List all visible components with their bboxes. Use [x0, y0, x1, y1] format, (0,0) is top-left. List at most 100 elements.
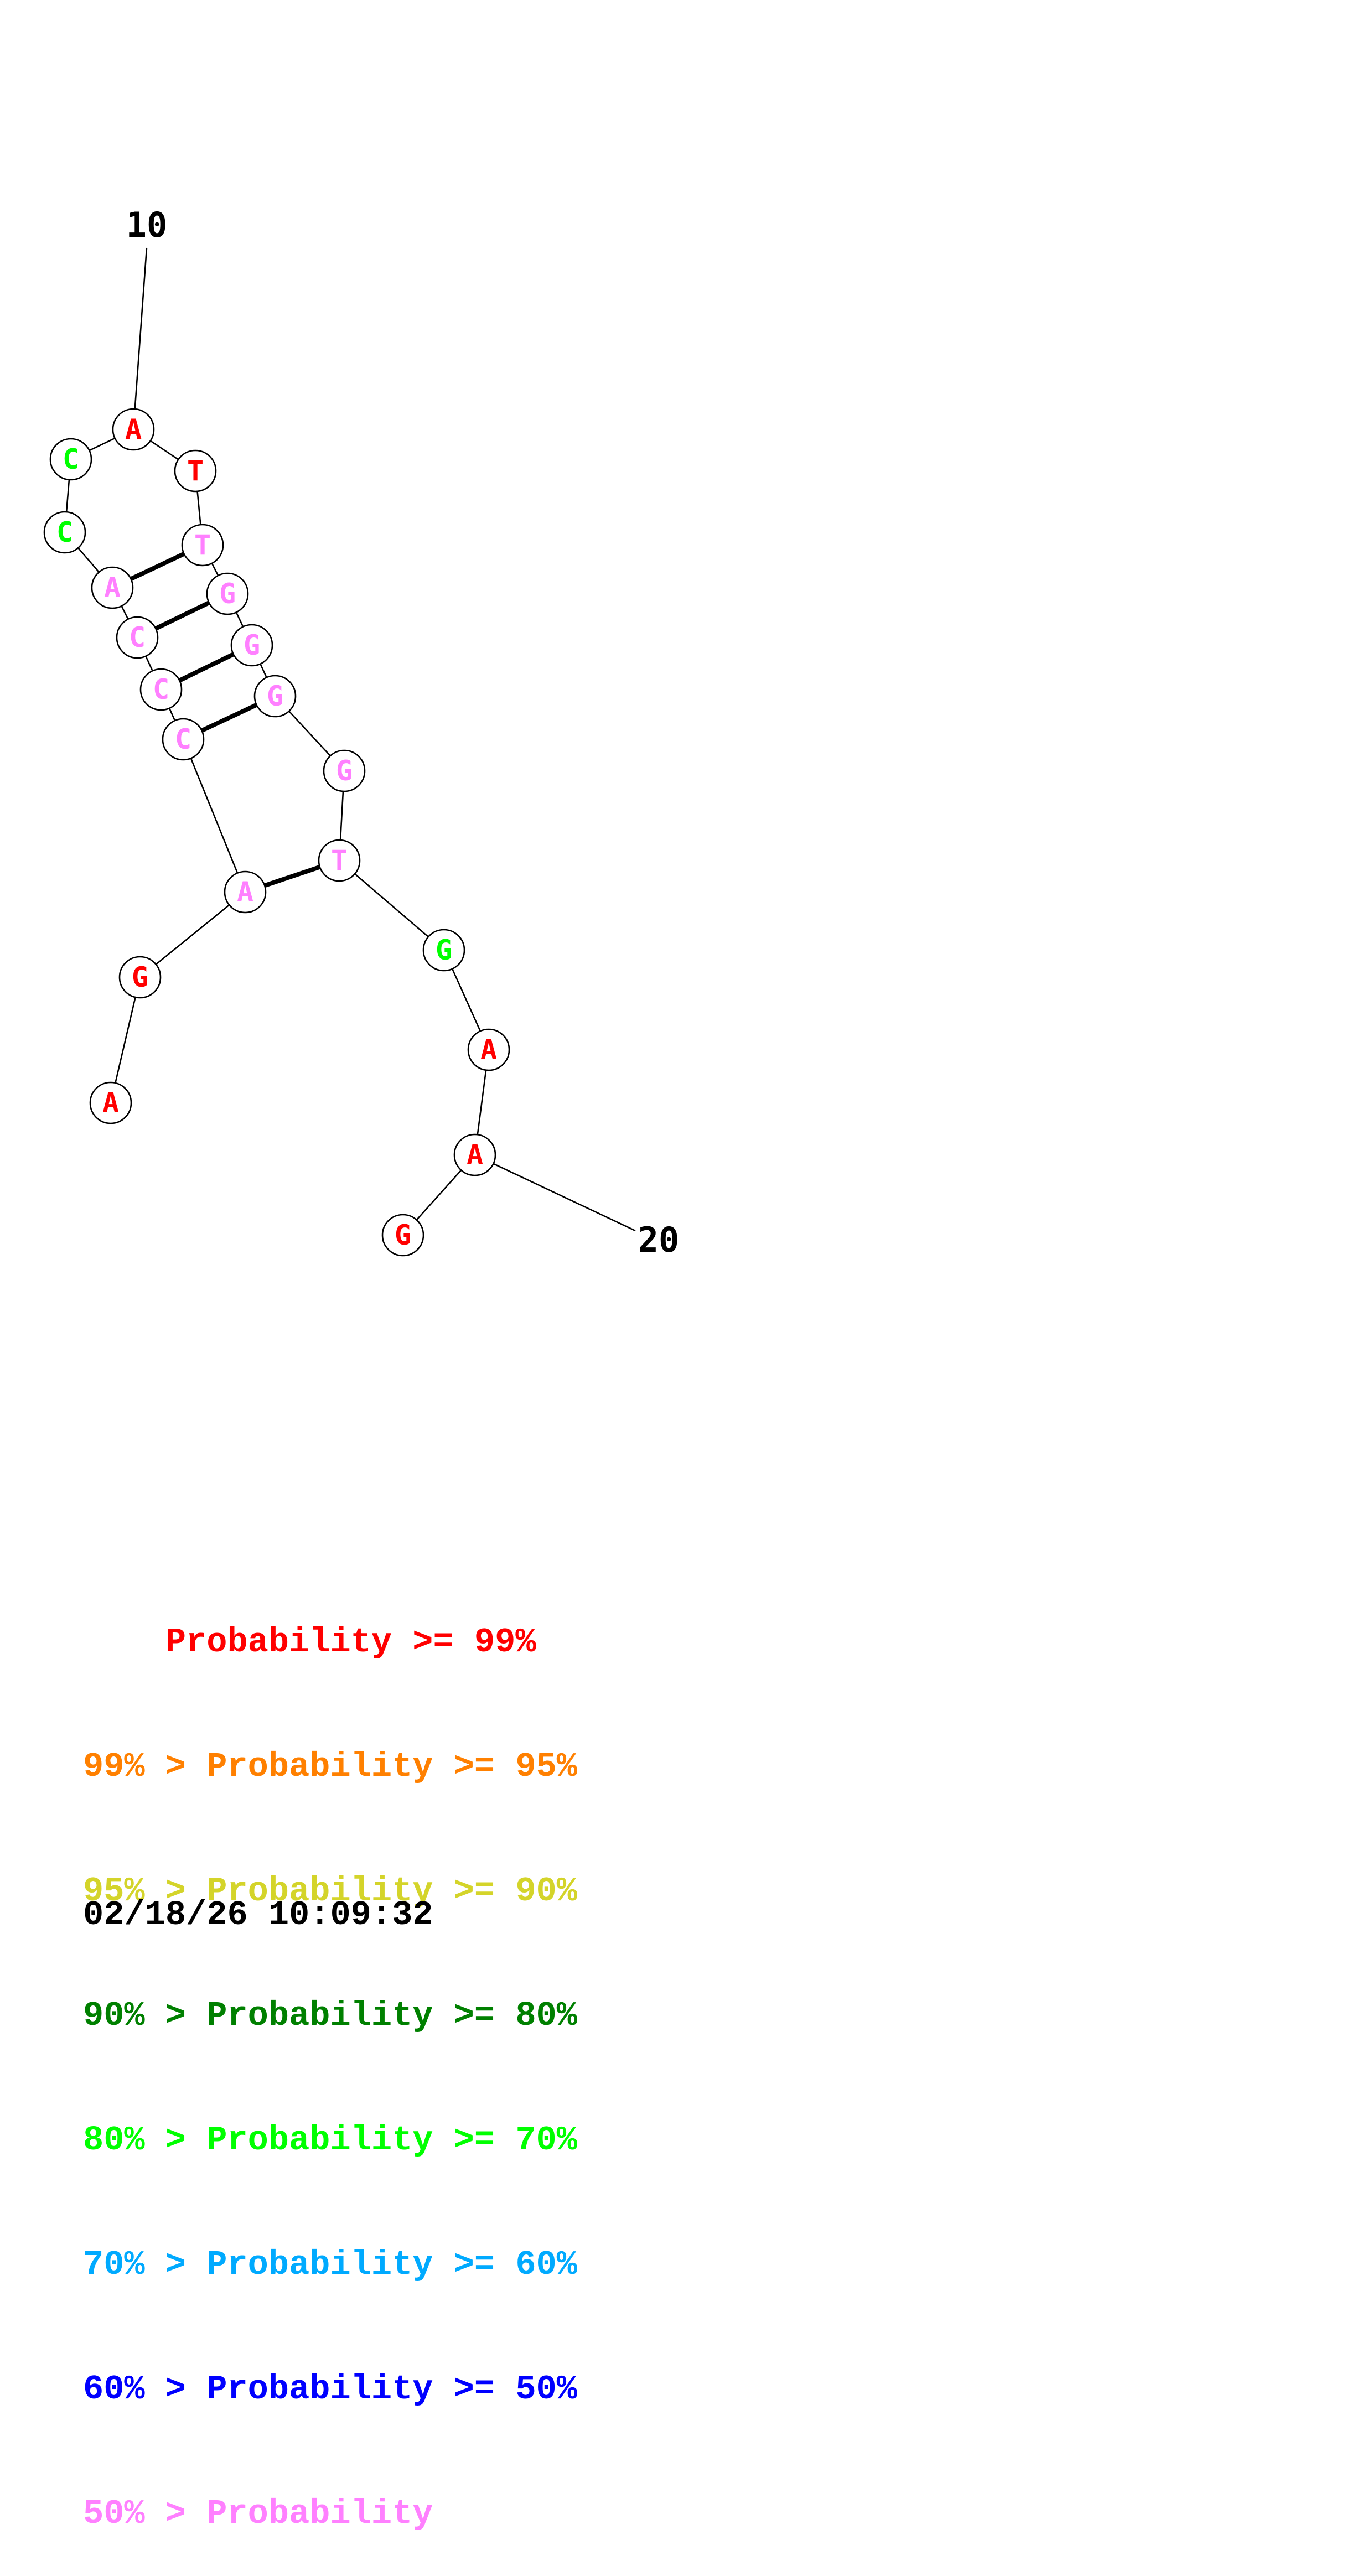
nucleotide: C [162, 718, 205, 761]
nucleotide: A [453, 1133, 496, 1176]
nucleotide-letter: A [125, 413, 142, 445]
legend-entry: 70% > Probability >= 60% [83, 2245, 577, 2284]
nucleotide-circle [91, 566, 134, 609]
nucleotide: T [318, 839, 361, 882]
nucleotide-circle [206, 572, 249, 615]
nucleotide: G [253, 675, 297, 718]
nucleotide-circle [467, 1028, 510, 1071]
backbone-segment-to-end-label [493, 1163, 636, 1232]
nucleotide-letter: G [219, 578, 236, 610]
nucleotide-circle [318, 839, 361, 882]
base-pair-bond [178, 652, 235, 683]
backbone-segment [196, 491, 201, 525]
backbone-segment [416, 1169, 462, 1221]
nucleotide-letter: A [104, 572, 121, 604]
nucleotide-letter: T [194, 529, 211, 561]
backbone-segment [190, 758, 239, 874]
legend-entry: 60% > Probability >= 50% [83, 2370, 577, 2409]
nucleotide-letter: T [187, 455, 204, 487]
nucleotide: G [422, 929, 465, 972]
nucleotide: G [323, 749, 366, 792]
nucleotide: A [89, 1081, 132, 1124]
nucleotide-circle [49, 438, 92, 481]
nucleotide-letter: G [267, 680, 283, 712]
base-pair-bond [200, 703, 258, 733]
backbone-segment [168, 708, 176, 721]
backbone-segment [339, 791, 344, 841]
base-pair-bond [130, 552, 185, 581]
backbone-segment [121, 605, 129, 620]
backbone-segment [260, 664, 267, 678]
nucleotide-circle [139, 668, 183, 711]
backbone-segment-to-start-label [134, 247, 148, 410]
probability-legend: Probability >= 99% 99% > Probability >= … [83, 1538, 577, 2576]
nucleotide-letter: A [467, 1139, 483, 1171]
nucleotide-circle [43, 511, 86, 554]
backbone-segment [477, 1070, 487, 1135]
nucleotide: C [139, 668, 183, 711]
nucleotide: C [116, 616, 159, 659]
nucleotide-letter: G [395, 1219, 411, 1251]
nucleotide-letter: C [56, 516, 73, 548]
backbone-segment [288, 711, 331, 756]
nucleotide: A [91, 566, 134, 609]
nucleotide: T [174, 449, 217, 493]
nucleotide-circle [174, 449, 217, 493]
nucleotide-circle [116, 616, 159, 659]
backbone-segment [89, 437, 116, 452]
legend-entry: 80% > Probability >= 70% [83, 2121, 577, 2160]
nucleotide-letter: C [153, 673, 169, 706]
timestamp: 02/18/26 10:09:32 [83, 1895, 433, 1935]
nucleotide-circle [381, 1214, 424, 1257]
nucleotide-circle [181, 524, 224, 567]
position-label-start: 10 [126, 205, 168, 245]
nucleotide-letter: T [331, 844, 348, 877]
nucleotide: G [381, 1214, 424, 1257]
nucleotide-circle [162, 718, 205, 761]
nucleotide-letter: A [102, 1087, 119, 1119]
nucleotide: A [112, 408, 155, 451]
nucleotide: G [230, 624, 273, 667]
position-label-end: 20 [638, 1220, 680, 1260]
nucleotide-letter: A [237, 876, 253, 908]
backbone-segment [155, 904, 230, 965]
nucleotide-letter: C [129, 621, 146, 654]
legend-entry: Probability >= 99% [83, 1623, 536, 1662]
nucleotide-letter: A [480, 1034, 497, 1066]
nucleotide-circle [323, 749, 366, 792]
backbone-segment [211, 563, 219, 576]
base-pair-bond [263, 864, 321, 888]
nucleotide-letter: C [63, 443, 79, 475]
backbone-lines [65, 247, 636, 1232]
nucleotide: G [206, 572, 249, 615]
nucleotide-letter: G [336, 755, 353, 787]
nucleotide-letter: G [132, 961, 148, 993]
nucleotide-circle [112, 408, 155, 451]
backbone-segment [354, 873, 429, 937]
nucleotide-letter: G [244, 629, 260, 661]
backbone-segment [145, 656, 153, 671]
backbone-segment [65, 479, 70, 512]
base-pair-bonds [130, 552, 321, 888]
backbone-segment [150, 440, 179, 460]
backbone-segment [451, 968, 482, 1032]
legend-entry: 95% > Probability >= 90% [83, 1872, 577, 1911]
legend-entry: 90% > Probability >= 80% [83, 1996, 577, 2035]
legend-entry: 50% > Probability [83, 2494, 433, 2533]
backbone-segment [77, 547, 100, 573]
nucleotide-letter: G [436, 934, 452, 966]
legend-entry: 99% > Probability >= 95% [83, 1747, 577, 1786]
nucleotide: A [224, 870, 267, 914]
nucleotide: A [467, 1028, 510, 1071]
nucleotide-circle [453, 1133, 496, 1176]
nucleotide-circle [89, 1081, 132, 1124]
nucleotide: T [181, 524, 224, 567]
nucleotide-letter: C [175, 723, 191, 755]
backbone-segment [235, 611, 244, 628]
nucleotide: C [49, 438, 92, 481]
nucleotide-circle [253, 675, 297, 718]
base-pair-bond [154, 600, 210, 631]
nucleotide-circle [422, 929, 465, 972]
